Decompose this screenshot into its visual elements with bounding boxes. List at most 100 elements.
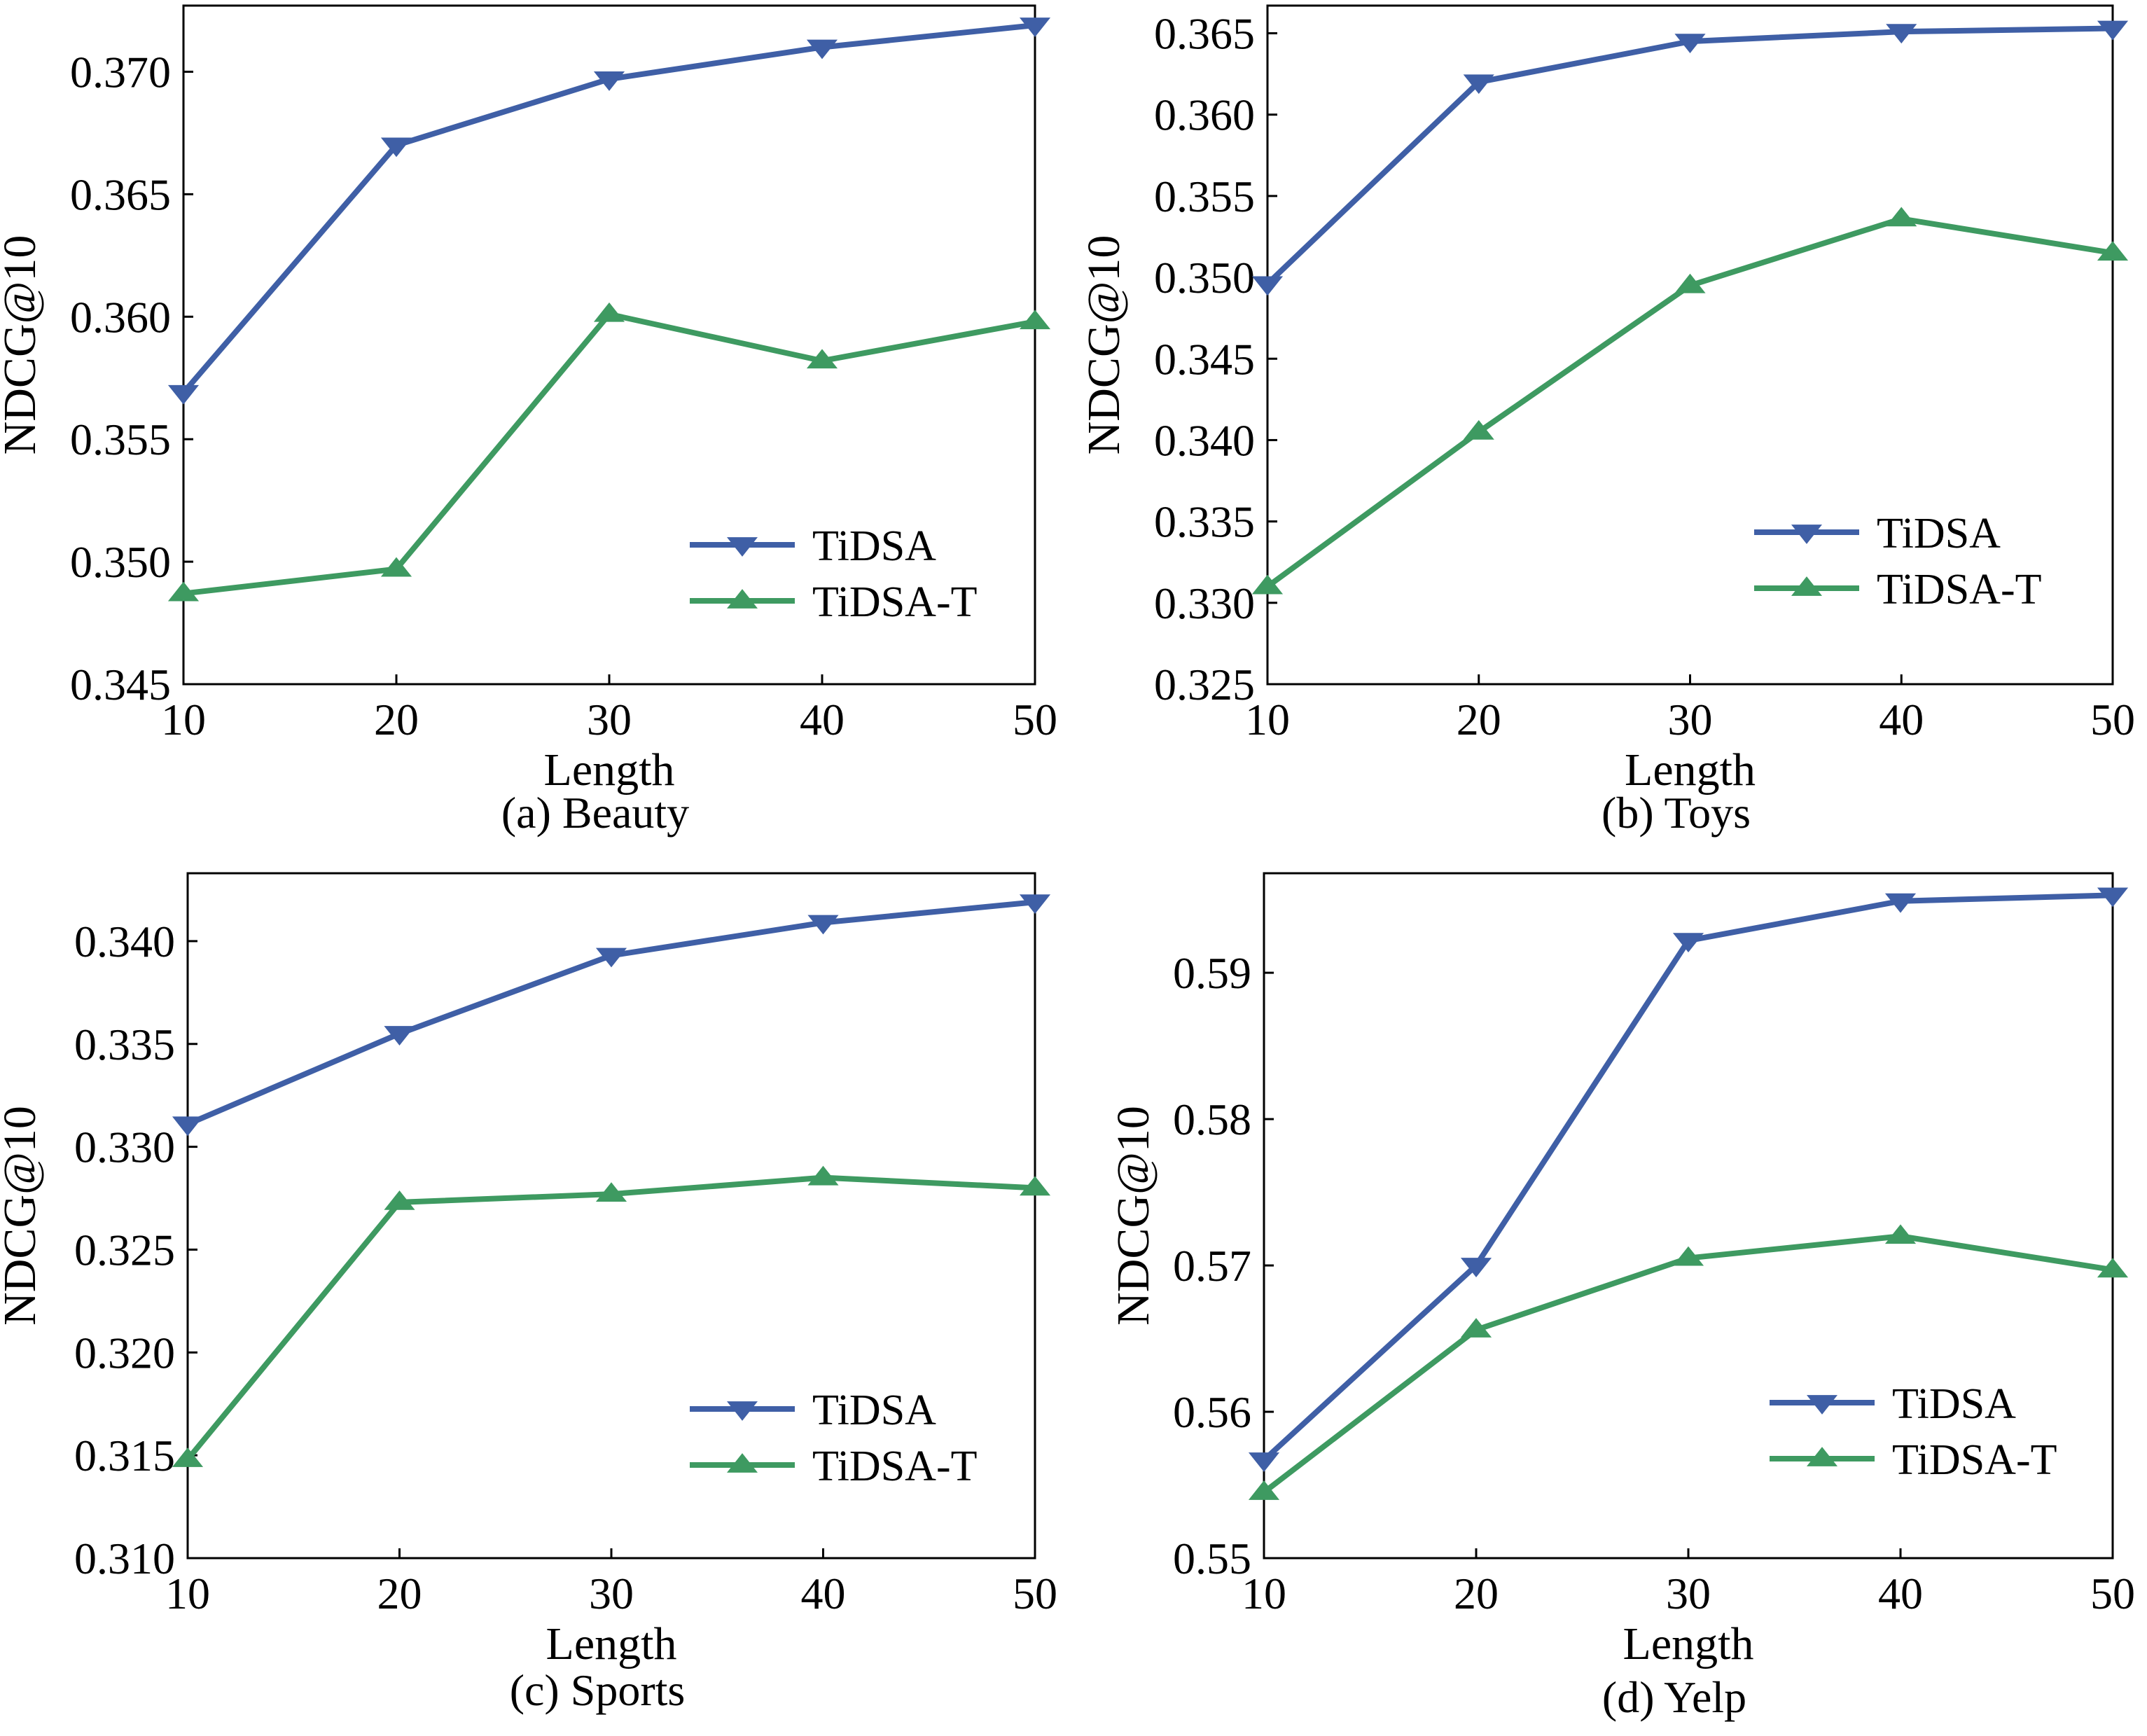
- data-point-tidsa-t: [1884, 1224, 1917, 1244]
- data-point-tidsa: [380, 137, 412, 158]
- data-point-tidsa-t: [1674, 273, 1706, 293]
- legend-label: TiDSA: [1877, 510, 2001, 557]
- data-point-tidsa: [1884, 893, 1917, 913]
- x-tick-label: 50: [2090, 695, 2135, 744]
- data-point-tidsa-t: [1886, 207, 1917, 227]
- x-tick-label: 20: [1457, 695, 1501, 744]
- x-tick-label: 30: [1668, 695, 1713, 744]
- legend-marker: [1807, 1447, 1837, 1466]
- data-point-tidsa: [172, 1116, 204, 1137]
- data-point-tidsa: [167, 384, 200, 405]
- y-tick-label: 0.320: [74, 1328, 175, 1377]
- y-tick-label: 0.325: [74, 1225, 175, 1275]
- y-tick-label: 0.330: [74, 1123, 175, 1172]
- data-point-tidsa: [384, 1026, 415, 1046]
- data-point-tidsa: [807, 915, 839, 935]
- legend-marker: [1807, 1395, 1837, 1415]
- legend: TiDSA TiDSA-T: [1754, 510, 2041, 613]
- legend: TiDSA TiDSA-T: [1770, 1380, 2057, 1484]
- x-axis-title: Length: [544, 744, 675, 796]
- y-tick-label: 0.59: [1173, 948, 1251, 998]
- panel-caption: (a) Beauty: [501, 788, 689, 838]
- x-tick-label: 20: [377, 1569, 422, 1618]
- data-point-tidsa: [1886, 24, 1917, 44]
- y-tick-label: 0.56: [1173, 1387, 1251, 1437]
- data-point-tidsa-t: [1019, 310, 1051, 330]
- legend-marker: [727, 1401, 758, 1421]
- panel-caption: (d) Yelp: [1602, 1672, 1746, 1722]
- x-tick-label: 10: [165, 1569, 210, 1618]
- data-point-tidsa: [1460, 1258, 1492, 1277]
- data-point-tidsa-t: [1672, 1246, 1704, 1266]
- data-point-tidsa-t: [593, 302, 625, 322]
- legend-label: TiDSA-T: [1892, 1436, 2057, 1484]
- legend: TiDSA TiDSA-T: [690, 1387, 977, 1490]
- data-point-tidsa: [2097, 20, 2129, 41]
- y-axis-title: NDCG@10: [1108, 1106, 1159, 1326]
- y-tick-label: 0.58: [1173, 1095, 1251, 1144]
- data-point-tidsa-t: [595, 1182, 627, 1202]
- data-point-tidsa-t: [380, 557, 412, 577]
- y-axis-title: NDCG@10: [1078, 235, 1130, 455]
- y-tick-label: 0.350: [70, 537, 171, 587]
- data-point-tidsa: [593, 71, 625, 91]
- legend-marker: [1791, 576, 1822, 596]
- series-line-tidsa: [1265, 25, 2113, 286]
- data-point-tidsa: [2097, 887, 2129, 908]
- x-axis-title: Length: [1623, 1618, 1754, 1669]
- data-point-tidsa-t: [172, 1447, 204, 1467]
- x-tick-label: 50: [2090, 1569, 2135, 1618]
- panel-sports: 0.310 0.315 0.320 0.325 0.330 0.335 0.340 10 20 3…: [0, 872, 1057, 1715]
- series-line-tidsa: [1262, 892, 2113, 1462]
- data-point-tidsa-t: [2097, 1258, 2129, 1278]
- legend: TiDSA TiDSA-T: [690, 522, 977, 626]
- legend-label: TiDSA-T: [812, 1443, 977, 1490]
- y-tick-label: 0.365: [1154, 9, 1255, 59]
- data-point-tidsa-t: [1248, 1480, 1280, 1500]
- data-point-tidsa: [1672, 933, 1704, 953]
- x-tick-label: 30: [587, 695, 632, 744]
- panel-beauty: 0.345 0.350 0.355 0.360 0.365 0.370 10 20 30 40 50…: [0, 4, 1057, 838]
- data-point-tidsa: [1248, 1452, 1280, 1472]
- data-point-tidsa-t: [384, 1190, 415, 1210]
- x-tick-label: 20: [374, 695, 419, 744]
- y-tick-label: 0.340: [74, 917, 175, 966]
- data-point-tidsa-t: [807, 1165, 839, 1186]
- y-tick-label: 0.350: [1154, 253, 1255, 303]
- y-tick-label: 0.370: [70, 47, 171, 97]
- y-tick-label: 0.310: [74, 1534, 175, 1583]
- legend-label: TiDSA: [812, 1387, 936, 1434]
- data-point-tidsa: [595, 947, 627, 968]
- data-point-tidsa: [1463, 74, 1494, 95]
- data-point-tidsa: [1019, 894, 1051, 915]
- data-point-tidsa-t: [1463, 419, 1494, 440]
- data-point-tidsa-t: [806, 349, 838, 369]
- y-tick-label: 0.335: [1154, 497, 1255, 547]
- panel-yelp: 0.55 0.56 0.57 0.58 0.59 10 20 30 40 50 Length NDCG…: [1108, 872, 2135, 1722]
- legend-marker: [727, 537, 758, 557]
- x-tick-label: 50: [1013, 1569, 1057, 1618]
- y-tick-label: 0.355: [70, 415, 171, 464]
- legend-marker: [727, 1453, 758, 1473]
- y-tick-label: 0.57: [1173, 1241, 1251, 1291]
- y-tick-label: 0.360: [1154, 90, 1255, 140]
- x-axis-title: Length: [1625, 744, 1756, 796]
- x-tick-label: 20: [1454, 1569, 1499, 1618]
- x-tick-label: 30: [589, 1569, 634, 1618]
- x-tick-label: 50: [1013, 695, 1057, 744]
- data-point-tidsa: [806, 39, 838, 60]
- x-tick-label: 10: [1242, 1569, 1286, 1618]
- panel-toys: 0.325 0.330 0.335 0.340 0.345 0.350 0.355 0.360…: [1078, 4, 2135, 838]
- x-axis-title: Length: [546, 1618, 677, 1669]
- y-tick-label: 0.325: [1154, 660, 1255, 709]
- y-tick-label: 0.355: [1154, 172, 1255, 221]
- series-line-tidsa: [186, 899, 1036, 1127]
- y-axis-title: NDCG@10: [0, 235, 46, 455]
- y-tick-label: 0.335: [74, 1020, 175, 1069]
- data-point-tidsa: [1019, 18, 1051, 37]
- data-point-tidsa: [1674, 34, 1706, 54]
- data-point-tidsa: [1251, 276, 1284, 296]
- y-tick-label: 0.345: [70, 660, 171, 709]
- data-point-tidsa-t: [2097, 241, 2129, 261]
